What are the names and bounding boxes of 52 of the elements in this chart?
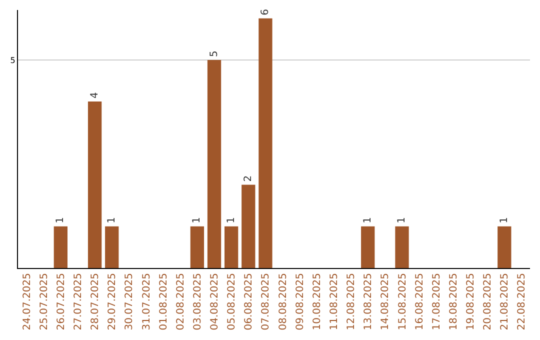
bar <box>207 60 222 268</box>
x-tick-label: 18.08.2025 <box>448 273 460 330</box>
x-tick-label: 29.07.2025 <box>107 273 118 330</box>
x-tick-label: 20.08.2025 <box>482 273 494 330</box>
x-tick-label: 03.08.2025 <box>192 273 204 330</box>
x-tick-label: 17.08.2025 <box>431 273 442 330</box>
data-label: 1 <box>498 217 510 224</box>
data-label: 1 <box>55 217 66 224</box>
x-tick-label: 22.08.2025 <box>516 273 528 330</box>
bar <box>88 102 102 268</box>
x-tick-label: 05.08.2025 <box>226 273 238 330</box>
x-tick-label: 12.08.2025 <box>346 273 358 330</box>
bar <box>258 18 272 268</box>
x-tick-label: 24.07.2025 <box>22 273 33 330</box>
bar <box>105 226 119 268</box>
x-tick-label: 14.08.2025 <box>380 273 392 330</box>
x-tick-label: 06.08.2025 <box>244 273 255 330</box>
bar <box>190 226 204 268</box>
x-tick-label: 09.08.2025 <box>294 273 306 330</box>
x-tick-label: 10.08.2025 <box>312 273 323 330</box>
data-label: 4 <box>89 92 100 99</box>
data-label: 1 <box>226 217 237 224</box>
data-label: 1 <box>192 217 203 224</box>
x-tick-label: 30.07.2025 <box>124 273 136 330</box>
bar <box>395 226 409 268</box>
x-tick-label: 08.08.2025 <box>278 273 289 330</box>
x-tick-label: 19.08.2025 <box>466 273 477 330</box>
bar <box>242 184 256 268</box>
x-tick-label: 15.08.2025 <box>397 273 408 330</box>
bar <box>498 226 512 268</box>
data-label: 1 <box>396 217 408 224</box>
x-tick-label: 11.08.2025 <box>328 273 340 330</box>
x-tick-label: 13.08.2025 <box>363 273 374 330</box>
data-label: 5 <box>208 50 220 57</box>
x-tick-label: 02.08.2025 <box>175 273 186 330</box>
x-tick-label: 28.07.2025 <box>90 273 102 330</box>
x-tick-label: 16.08.2025 <box>414 273 426 330</box>
x-tick-label: 31.07.2025 <box>141 273 152 330</box>
data-label: 2 <box>242 175 254 182</box>
x-tick-label: 27.07.2025 <box>72 273 84 330</box>
x-tick-label: 25.07.2025 <box>38 273 50 330</box>
data-label: 6 <box>260 8 271 16</box>
x-tick-label: 26.07.2025 <box>56 273 67 330</box>
x-tick-label: 07.08.2025 <box>260 273 272 330</box>
bar <box>361 226 375 268</box>
bar <box>54 226 68 268</box>
bar <box>224 226 238 268</box>
data-label: 1 <box>106 217 118 224</box>
x-tick-label: 21.08.2025 <box>500 273 511 330</box>
x-tick-label: 04.08.2025 <box>210 273 221 330</box>
x-tick-label: 01.08.2025 <box>158 273 170 330</box>
data-label: 1 <box>362 217 374 224</box>
